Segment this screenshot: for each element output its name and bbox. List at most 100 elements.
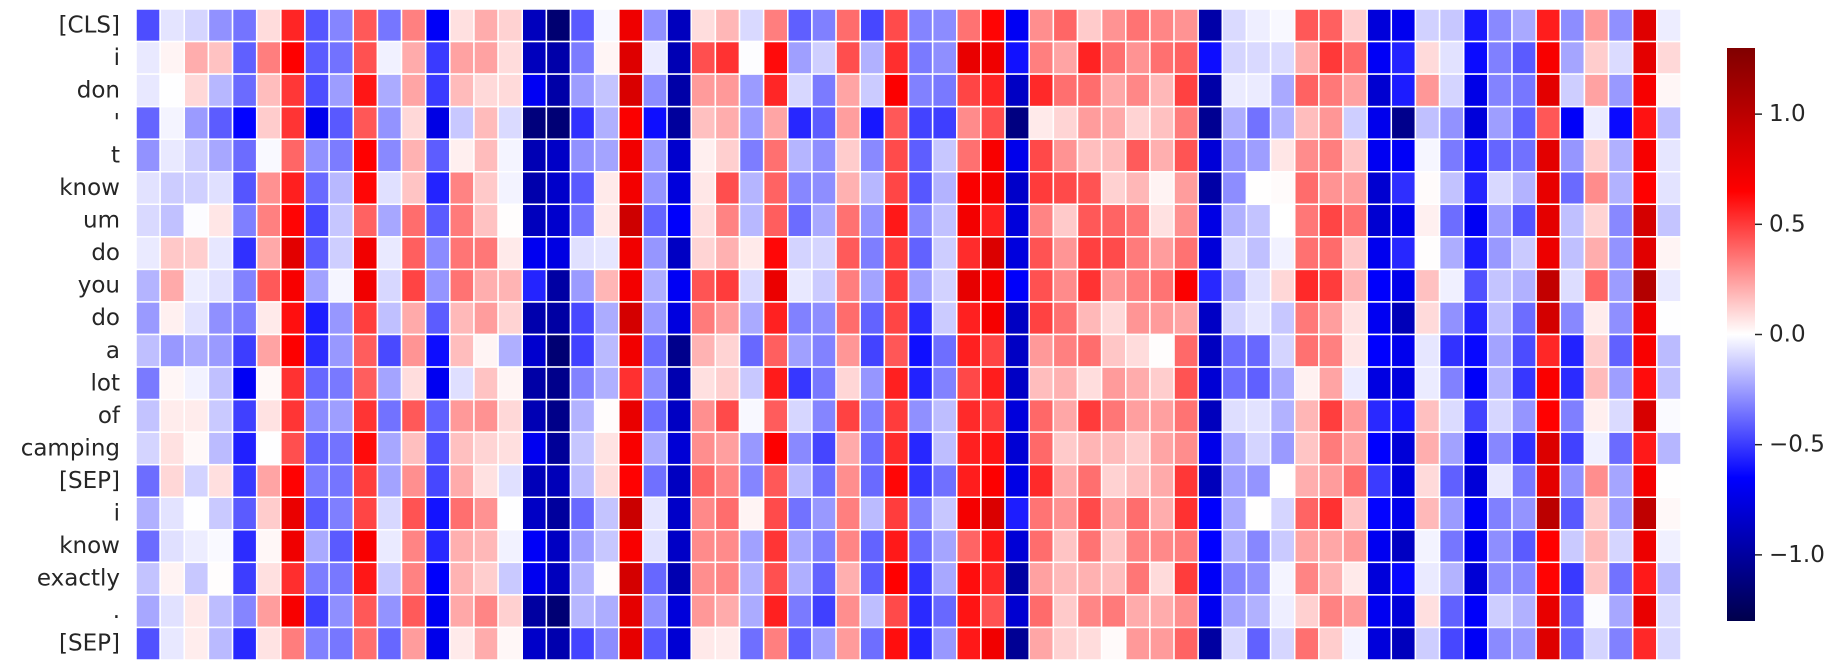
heatmap-cell — [1052, 333, 1079, 368]
heatmap-cell — [980, 73, 1006, 108]
heatmap-cell — [497, 496, 523, 531]
heatmap-cell — [352, 8, 379, 43]
heatmap-cell — [835, 105, 861, 140]
heatmap-cell — [424, 301, 451, 336]
heatmap-cell — [787, 40, 813, 75]
heatmap-cell — [159, 268, 186, 303]
heatmap-cell — [135, 333, 161, 368]
heatmap-cell — [1052, 626, 1079, 661]
heatmap-cell — [1462, 561, 1489, 596]
heatmap-cell — [569, 463, 596, 499]
heatmap-cell — [1390, 431, 1417, 466]
heatmap-cell — [1535, 366, 1562, 401]
heatmap-cell — [255, 73, 282, 108]
heatmap-cell — [1414, 463, 1441, 499]
heatmap-cell — [907, 203, 934, 238]
heatmap-cell — [1487, 236, 1513, 271]
heatmap-cell — [569, 203, 596, 238]
heatmap-cell — [1294, 236, 1320, 271]
heatmap-cell — [642, 40, 668, 75]
heatmap-cell — [1004, 463, 1030, 499]
heatmap-cell — [1438, 366, 1465, 401]
heatmap-cell — [1269, 398, 1296, 433]
heatmap-cell — [497, 529, 523, 564]
heatmap-cell — [1125, 301, 1151, 336]
heatmap-cell — [1535, 463, 1562, 499]
heatmap-cell — [1125, 203, 1151, 238]
heatmap-cell — [1100, 463, 1127, 499]
heatmap-cell — [280, 398, 306, 433]
heatmap-cell — [328, 8, 355, 43]
heatmap-cell — [1004, 366, 1030, 401]
heatmap-cell — [159, 40, 186, 75]
heatmap-cell — [593, 496, 620, 531]
heatmap-cell — [569, 40, 596, 75]
heatmap-cell — [1245, 301, 1272, 336]
heatmap-cell — [1318, 431, 1344, 466]
heatmap-cell — [328, 301, 355, 336]
heatmap-cell — [907, 626, 934, 661]
heatmap-cell — [1076, 236, 1103, 271]
heatmap-cell — [159, 626, 186, 661]
heatmap-cell — [1607, 529, 1634, 564]
heatmap-cell — [135, 8, 161, 43]
heatmap-cell — [1414, 236, 1441, 271]
heatmap-cell — [642, 138, 668, 173]
heatmap-cell — [1076, 561, 1103, 596]
heatmap-cell — [328, 431, 355, 466]
heatmap-cell — [1342, 463, 1368, 499]
heatmap-cell — [859, 138, 886, 173]
heatmap-cell — [811, 236, 837, 271]
heatmap-cell — [907, 561, 934, 596]
heatmap-cell — [376, 398, 403, 433]
heatmap-cell — [376, 561, 403, 596]
heatmap-cell — [883, 496, 910, 531]
heatmap-cell — [183, 529, 210, 564]
heatmap-cell — [328, 561, 355, 596]
heatmap-cell — [1076, 8, 1103, 43]
heatmap-cell — [1149, 40, 1175, 75]
heatmap-cell — [811, 73, 837, 108]
heatmap-cell — [304, 171, 330, 206]
heatmap-cell — [400, 463, 427, 499]
heatmap-cell — [400, 366, 427, 401]
heatmap-cell — [1631, 73, 1658, 108]
colorbar-tick-label: −1.0 — [1769, 542, 1825, 568]
heatmap-cell — [231, 333, 258, 368]
heatmap-cell — [1125, 626, 1151, 661]
heatmap-cell — [1028, 496, 1055, 531]
heatmap-cell — [1487, 8, 1513, 43]
heatmap-cell — [449, 203, 475, 238]
heatmap-cell — [1269, 431, 1296, 466]
heatmap-cell — [1366, 431, 1393, 466]
heatmap-cell — [1438, 398, 1465, 433]
heatmap-cell — [1149, 301, 1175, 336]
heatmap-cell — [231, 268, 258, 303]
heatmap-cell — [980, 301, 1006, 336]
heatmap-cell — [1390, 236, 1417, 271]
heatmap-cell — [956, 138, 982, 173]
heatmap-cell — [1100, 496, 1127, 531]
heatmap-cell — [304, 366, 330, 401]
heatmap-cell — [521, 431, 548, 466]
heatmap-cell — [593, 171, 620, 206]
heatmap-cell — [376, 333, 403, 368]
heatmap-cell — [1052, 366, 1079, 401]
heatmap-cell — [762, 138, 789, 173]
heatmap-cell — [1535, 626, 1562, 661]
heatmap-cell — [1631, 236, 1658, 271]
heatmap-cell — [1076, 301, 1103, 336]
heatmap-cell — [787, 73, 813, 108]
heatmap-cell — [1100, 73, 1127, 108]
heatmap-cell — [593, 105, 620, 140]
heatmap-cell — [787, 594, 813, 629]
heatmap-cell — [1414, 105, 1441, 140]
heatmap-cell — [328, 138, 355, 173]
heatmap-cell — [1294, 431, 1320, 466]
heatmap-cell — [714, 529, 741, 564]
heatmap-cell — [835, 8, 861, 43]
heatmap-cell — [1342, 73, 1368, 108]
heatmap-cell — [1511, 529, 1537, 564]
heatmap-cell — [980, 171, 1006, 206]
heatmap-cell — [1197, 496, 1224, 531]
